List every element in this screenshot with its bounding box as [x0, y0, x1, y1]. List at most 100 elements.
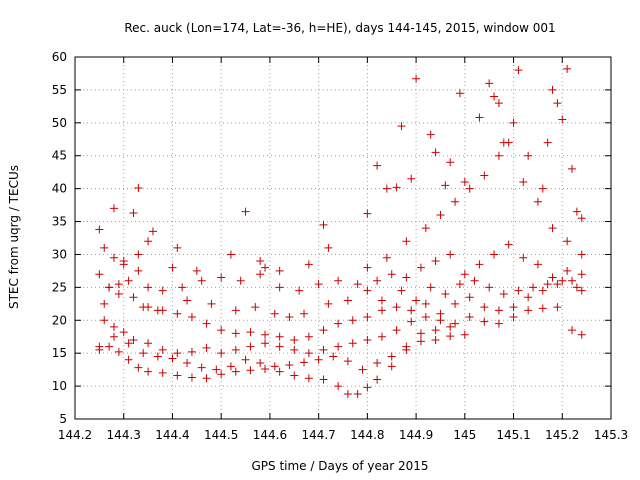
data-point	[334, 342, 343, 351]
data-point	[397, 286, 406, 295]
data-point	[148, 227, 157, 236]
x-tick-label: 145	[453, 428, 476, 442]
y-tick-label: 60	[52, 50, 67, 64]
data-point	[460, 178, 469, 187]
data-point	[412, 74, 421, 83]
data-point	[304, 374, 313, 383]
y-tick-label: 35	[52, 215, 67, 229]
data-point	[514, 286, 523, 295]
grid-lines	[75, 57, 611, 419]
data-point	[529, 283, 538, 292]
data-point	[124, 276, 133, 285]
data-point	[568, 164, 577, 173]
data-point	[373, 276, 382, 285]
data-point	[455, 280, 464, 289]
data-point	[353, 280, 362, 289]
data-point	[519, 178, 528, 187]
data-point	[319, 220, 328, 229]
data-point	[436, 309, 445, 318]
data-point	[421, 224, 430, 233]
data-point	[100, 243, 109, 252]
data-point	[158, 368, 167, 377]
data-point	[212, 365, 221, 374]
data-point	[363, 383, 372, 392]
data-point	[504, 240, 513, 249]
data-point	[202, 374, 211, 383]
data-point	[144, 237, 153, 246]
data-point	[407, 306, 416, 315]
tick-labels: 144.2 144.3 144.4 144.5 144.6 144.7 144.8 144.9…	[52, 50, 628, 442]
data-point	[124, 355, 133, 364]
data-point	[109, 253, 118, 262]
data-point	[246, 342, 255, 351]
data-point	[524, 306, 533, 315]
data-point	[285, 361, 294, 370]
data-point	[348, 316, 357, 325]
x-tick-label: 144.8	[350, 428, 384, 442]
x-tick-label: 144.7	[301, 428, 335, 442]
data-point	[300, 309, 309, 318]
data-point	[446, 250, 455, 259]
data-point	[543, 138, 552, 147]
data-point	[465, 293, 474, 302]
data-point	[290, 336, 299, 345]
data-point	[124, 339, 133, 348]
data-point	[202, 343, 211, 352]
data-point	[373, 375, 382, 384]
x-tick-label: 144.6	[253, 428, 287, 442]
data-point	[134, 363, 143, 372]
data-point	[558, 115, 567, 124]
y-tick-label: 40	[52, 182, 67, 196]
data-point	[226, 362, 235, 371]
data-point	[304, 260, 313, 269]
data-point	[202, 319, 211, 328]
data-point	[285, 312, 294, 321]
data-point	[217, 349, 226, 358]
data-point	[363, 312, 372, 321]
data-point	[548, 273, 557, 282]
data-point	[577, 214, 586, 223]
data-point	[153, 306, 162, 315]
data-point	[426, 283, 435, 292]
data-point	[129, 336, 138, 345]
data-point	[563, 237, 572, 246]
data-point	[392, 183, 401, 192]
data-point	[173, 371, 182, 380]
data-point	[217, 326, 226, 335]
data-point	[261, 263, 270, 272]
data-point	[568, 276, 577, 285]
data-point	[373, 161, 382, 170]
data-point	[451, 197, 460, 206]
data-point	[470, 276, 479, 285]
data-point	[451, 319, 460, 328]
data-point	[363, 336, 372, 345]
data-point	[114, 280, 123, 289]
data-point	[431, 148, 440, 157]
data-point	[319, 375, 328, 384]
data-point	[295, 286, 304, 295]
data-points	[95, 64, 586, 398]
data-point	[158, 345, 167, 354]
data-point	[319, 326, 328, 335]
data-point	[173, 309, 182, 318]
data-point	[441, 181, 450, 190]
data-point	[514, 66, 523, 75]
y-axis-label: STEC from uqrg / TECUs	[7, 165, 21, 309]
data-point	[416, 337, 425, 346]
data-point	[183, 359, 192, 368]
data-point	[261, 330, 270, 339]
data-point	[441, 289, 450, 298]
data-point	[134, 266, 143, 275]
data-point	[377, 332, 386, 341]
data-point	[231, 345, 240, 354]
data-point	[324, 299, 333, 308]
data-point	[480, 303, 489, 312]
data-point	[109, 204, 118, 213]
data-point	[129, 208, 138, 217]
x-tick-label: 144.5	[204, 428, 238, 442]
data-point	[241, 207, 250, 216]
y-tick-label: 5	[59, 412, 67, 426]
chart-title: Rec. auck (Lon=174, Lat=-36, h=HE), days…	[124, 21, 555, 35]
data-point	[207, 299, 216, 308]
